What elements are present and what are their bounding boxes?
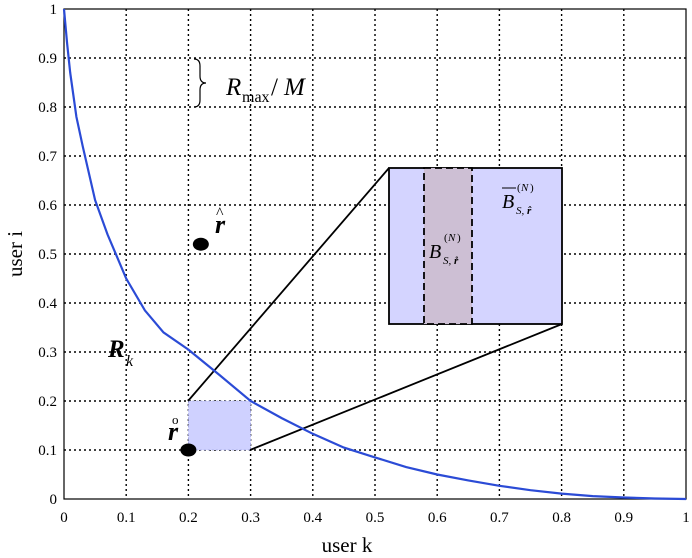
x-tick-label: 0.7 [490, 510, 509, 526]
x-tick-label: 1 [682, 510, 690, 526]
svg-text:^: ^ [216, 205, 224, 222]
y-tick-label: 1 [50, 2, 58, 18]
svg-text:N: N [447, 232, 456, 244]
point-r-ring [180, 443, 197, 457]
y-tick-label: 0.1 [38, 443, 57, 459]
x-axis-label: user k [322, 533, 373, 557]
svg-text:(: ( [444, 232, 448, 244]
svg-text:R: R [107, 336, 125, 363]
svg-text:k: k [126, 353, 134, 370]
x-tick-label: 0.3 [241, 510, 260, 526]
x-tick-label: 0.2 [179, 510, 198, 526]
y-tick-label: 0.5 [38, 247, 57, 263]
x-tick-label: 0.1 [117, 510, 136, 526]
region-rect [187, 400, 251, 451]
inset-inner-rect [423, 167, 473, 325]
svg-text:r: r [168, 417, 179, 446]
label-r-ring: r o [168, 412, 179, 446]
svg-text:S,: S, [443, 255, 452, 267]
ticks: 0 0.1 0.2 0.3 0.4 0.5 0.6 0.7 0.8 0.9 1 0 0.1 0.2 0.3 0… [38, 2, 690, 526]
y-tick-label: 0.9 [38, 51, 57, 67]
svg-text:r̊: r̊ [454, 255, 459, 267]
x-tick-label: 0 [60, 510, 68, 526]
series-line-rk [62, 8, 687, 501]
svg-text:max: max [242, 89, 270, 106]
inset-outer-rect [388, 167, 563, 325]
y-tick-label: 0.8 [38, 100, 57, 116]
y-axis-label: user i [3, 231, 27, 277]
svg-text:S,: S, [516, 205, 525, 217]
svg-text:M: M [283, 74, 306, 101]
svg-text:r: r [215, 210, 226, 239]
y-tick-label: 0 [50, 492, 58, 508]
curve-label: R k [107, 336, 134, 370]
zoom-line-bottom [249, 323, 563, 451]
svg-text:): ) [457, 232, 461, 244]
grid [64, 9, 686, 499]
inset-inner-label: B ( N ) S, r̊ [429, 232, 461, 267]
label-r-hat: r ^ [215, 205, 226, 239]
y-tick-label: 0.4 [38, 296, 57, 312]
x-tick-label: 0.6 [428, 510, 447, 526]
svg-text:N: N [520, 182, 529, 194]
svg-text:): ) [530, 182, 534, 194]
y-tick-label: 0.7 [38, 149, 57, 165]
svg-text:B: B [502, 191, 514, 213]
svg-text:B: B [429, 241, 441, 263]
y-tick-label: 0.2 [38, 394, 57, 410]
plot-frame [63, 8, 687, 500]
svg-text:(: ( [517, 182, 521, 194]
point-r-hat [192, 237, 209, 251]
x-tick-label: 0.5 [366, 510, 385, 526]
step-annotation: R max / M [193, 58, 306, 108]
svg-text:R: R [225, 74, 241, 101]
inset: B ( N ) S, r̂ B ( N ) S, r̊ [388, 167, 563, 325]
zoom-line-top [187, 167, 390, 402]
x-tick-label: 0.9 [614, 510, 633, 526]
y-tick-label: 0.3 [38, 345, 57, 361]
svg-text:r̂: r̂ [527, 205, 532, 217]
svg-text:o: o [172, 412, 179, 427]
x-tick-label: 0.4 [303, 510, 322, 526]
x-tick-label: 0.8 [552, 510, 571, 526]
inset-outer-label: B ( N ) S, r̂ [502, 182, 534, 217]
y-tick-label: 0.6 [38, 198, 57, 214]
svg-text:/: / [271, 74, 278, 101]
